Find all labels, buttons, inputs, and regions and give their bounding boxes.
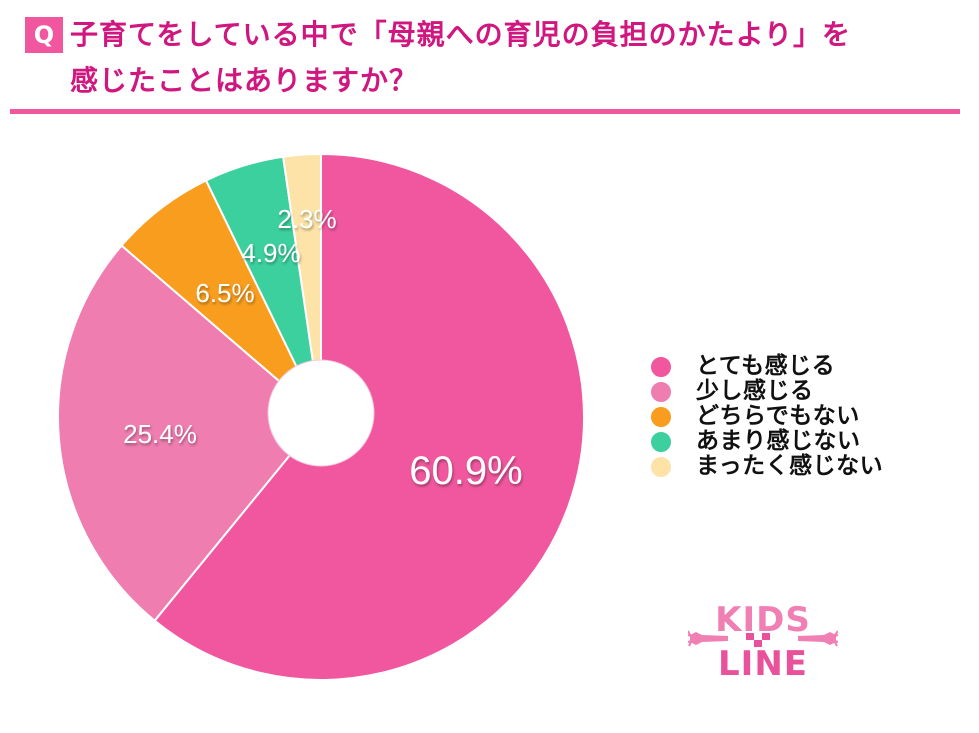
slice-label-mattaku: 2.3%: [277, 204, 336, 234]
slice-label-totemo: 60.9%: [409, 449, 522, 493]
legend-label: 少し感じる: [696, 378, 814, 404]
logo-text-line: LINE: [718, 644, 808, 680]
chart-legend: とても感じる 少し感じる どちらでもない あまり感じない まったく感じない: [650, 354, 883, 479]
header: Q 子育てをしている中で「母親への育児の負担のかたより」を 感じたことはあります…: [0, 0, 979, 120]
pie-slice-mattaku: [281, 152, 322, 418]
legend-label: とても感じる: [696, 353, 836, 379]
legend-item-sukoshi: 少し感じる: [650, 379, 883, 404]
pie-labels: 60.9% 25.4% 6.5% 4.9% 2.3%: [123, 204, 523, 493]
legend-swatch: [650, 355, 672, 378]
question-badge-letter: Q: [33, 21, 55, 49]
slice-label-dochira: 6.5%: [195, 278, 254, 308]
legend-label: どちらでもない: [696, 403, 860, 429]
legend-swatch: [650, 430, 672, 453]
title-divider: [10, 109, 960, 114]
logo-checker-icon: [746, 633, 770, 647]
legend-swatch: [650, 405, 672, 428]
legend-swatch: [650, 380, 672, 403]
legend-item-mattaku: まったく感じない: [650, 454, 883, 479]
logo-arms-icon: [688, 630, 838, 647]
page-title: 子育てをしている中で「母親への育児の負担のかたより」を 感じたことはありますか？: [70, 12, 970, 104]
title-line-1: 子育てをしている中で「母親への育児の負担のかたより」を: [70, 18, 852, 51]
legend-item-totemo: とても感じる: [650, 354, 883, 379]
legend-label: まったく感じない: [696, 453, 884, 479]
logo-text-kids: KIDS: [715, 600, 811, 640]
legend-item-amari: あまり感じない: [650, 429, 883, 454]
kidsline-logo: KIDS LINE: [688, 600, 838, 680]
pie-slice-sukoshi: [57, 244, 323, 623]
legend-label: あまり感じない: [696, 428, 861, 454]
slice-label-amari: 4.9%: [241, 238, 300, 268]
legend-swatch: [650, 455, 672, 478]
title-line-2: 感じたことはありますか？: [70, 64, 419, 97]
donut-hole: [267, 359, 375, 467]
slice-label-sukoshi: 25.4%: [123, 419, 197, 449]
legend-item-dochira: どちらでもない: [650, 404, 883, 429]
question-badge: Q: [25, 17, 63, 53]
